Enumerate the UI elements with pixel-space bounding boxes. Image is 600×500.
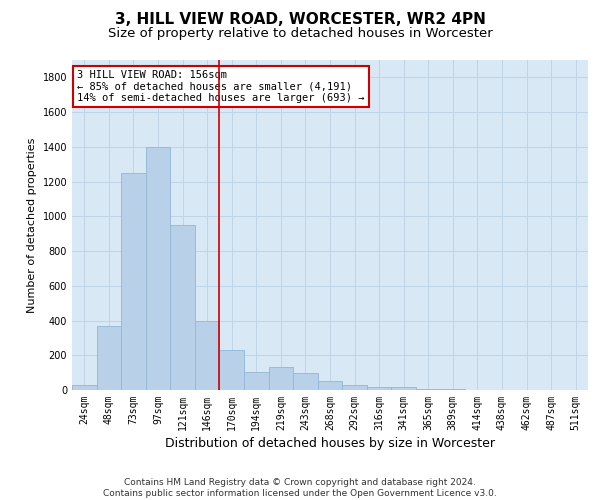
Bar <box>195 320 220 390</box>
Bar <box>72 385 97 390</box>
Bar <box>293 372 318 390</box>
X-axis label: Distribution of detached houses by size in Worcester: Distribution of detached houses by size … <box>165 437 495 450</box>
Bar <box>318 382 342 390</box>
Text: 3 HILL VIEW ROAD: 156sqm
← 85% of detached houses are smaller (4,191)
14% of sem: 3 HILL VIEW ROAD: 156sqm ← 85% of detach… <box>77 70 365 103</box>
Bar <box>342 385 367 390</box>
Bar <box>220 350 244 390</box>
Y-axis label: Number of detached properties: Number of detached properties <box>27 138 37 312</box>
Text: 3, HILL VIEW ROAD, WORCESTER, WR2 4PN: 3, HILL VIEW ROAD, WORCESTER, WR2 4PN <box>115 12 485 28</box>
Bar <box>244 372 269 390</box>
Bar <box>416 389 440 390</box>
Bar <box>121 173 146 390</box>
Bar <box>391 388 416 390</box>
Text: Contains HM Land Registry data © Crown copyright and database right 2024.
Contai: Contains HM Land Registry data © Crown c… <box>103 478 497 498</box>
Bar <box>146 147 170 390</box>
Bar <box>170 225 195 390</box>
Bar <box>367 386 391 390</box>
Bar <box>97 326 121 390</box>
Bar <box>269 368 293 390</box>
Text: Size of property relative to detached houses in Worcester: Size of property relative to detached ho… <box>107 28 493 40</box>
